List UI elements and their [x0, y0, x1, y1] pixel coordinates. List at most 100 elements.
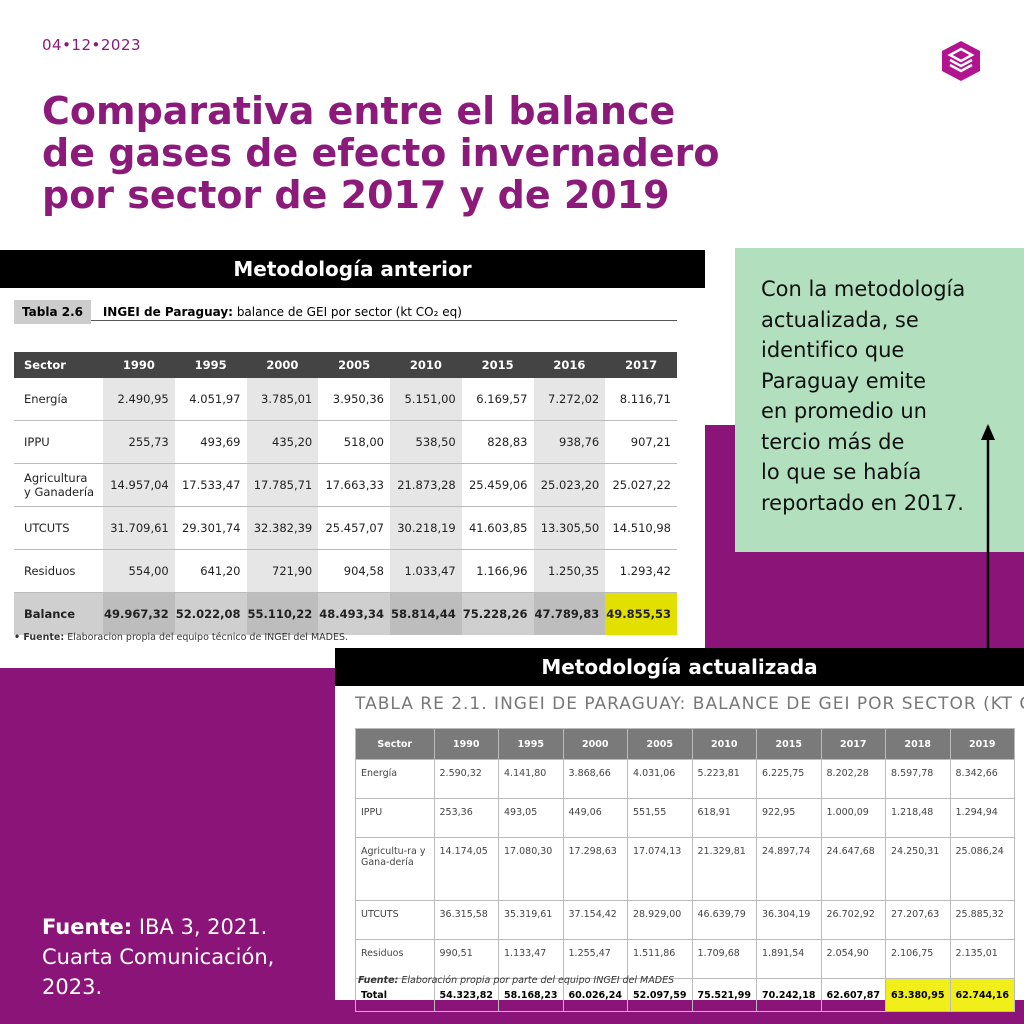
cell: 938,76	[533, 420, 606, 464]
header-cell: 2010	[691, 728, 757, 760]
cell: 32.382,39	[246, 506, 319, 550]
header-cell: 2018	[885, 728, 951, 760]
cell: 253,36	[433, 798, 499, 838]
row: Energía 2.490,95 4.051,97 3.785,01 3.950,36 5…	[14, 378, 677, 421]
cell: 36.315,58	[433, 900, 499, 940]
cell: 2.590,32	[433, 759, 499, 799]
cell: 58.814,44	[390, 592, 462, 635]
text-line: en promedio un	[761, 399, 927, 423]
cell: 2.054,90	[820, 939, 886, 979]
cell: Energía	[355, 759, 435, 799]
cell: 24.647,68	[820, 837, 886, 901]
cell: 63.380,95	[885, 978, 951, 1012]
cell: 990,51	[433, 939, 499, 979]
table: Sector 1990 1995 2000 2005 2010 2015 2016 2017 En…	[14, 352, 677, 635]
cell: 1.166,96	[461, 549, 534, 593]
table: Sector 1990 1995 2000 2005 2010 2015 2017 2018 20…	[355, 728, 1015, 1012]
row: IPPU 255,73 493,69 435,20 518,00 538,50 828,83…	[14, 420, 677, 464]
cell: 538,50	[390, 420, 462, 464]
source-bold: Fuente:	[42, 915, 133, 939]
cell: 54.323,82	[433, 978, 499, 1012]
row: UTCUTS 36.315,58 35.319,61 37.154,42 28.929,…	[355, 900, 1015, 940]
text-line: tercio más de	[761, 429, 905, 454]
cell: 13.305,50	[533, 506, 606, 550]
cell: 62.607,87	[820, 978, 886, 1012]
header-cell: 2000	[246, 352, 319, 378]
cell: 36.304,19	[756, 900, 822, 940]
source: Fuente: IBA 3, 2021. Cuarta Comunicación…	[42, 912, 322, 1002]
cell: 828,83	[461, 420, 534, 464]
cell: IPPU	[14, 420, 103, 464]
text-line: lo que se había	[761, 460, 922, 484]
cell: 493,05	[498, 798, 564, 838]
cell: 641,20	[174, 549, 247, 593]
cell: 551,55	[627, 798, 693, 838]
footnote-text: Elaboración propia por parte del equipo …	[401, 975, 675, 986]
cell: 14.957,04	[103, 463, 175, 507]
cell: 70.242,18	[756, 978, 822, 1012]
cell: 30.218,19	[390, 506, 462, 550]
header-cell: Sector	[14, 352, 103, 378]
cell: Residuos	[14, 549, 103, 593]
arrow	[981, 424, 995, 648]
cell: 31.709,61	[103, 506, 175, 550]
text-line: Con la metodología	[761, 277, 966, 301]
text-line: Comparativa entre el balance	[42, 89, 676, 133]
cell: 75.521,99	[691, 978, 757, 1012]
date: 04•12•2023	[42, 36, 142, 54]
cell: 17.080,30	[498, 837, 564, 901]
cell: 4.141,80	[498, 759, 564, 799]
header-cell: 1995	[498, 728, 564, 760]
cell: 721,90	[246, 549, 319, 593]
table-caption: TABLA RE 2.1. INGEI DE PARAGUAY: BALANCE…	[355, 694, 1024, 714]
cell: 518,00	[318, 420, 390, 464]
cell: Agricultu-ra y Gana-dería	[355, 837, 435, 901]
cell: 21.873,28	[390, 463, 462, 507]
caption-bold: INGEI de Paraguay:	[102, 305, 233, 319]
cell: 1.294,94	[949, 798, 1015, 838]
row: Residuos 554,00 641,20 721,90 904,58 1.033,47…	[14, 549, 677, 593]
header-cell: Sector	[355, 728, 435, 760]
cell: 26.702,92	[820, 900, 886, 940]
cell: Residuos	[355, 939, 435, 979]
cell: 52.097,59	[627, 978, 693, 1012]
cell: 35.319,61	[498, 900, 564, 940]
panel-heading: Metodología actualizada	[335, 648, 1024, 686]
cell: 14.510,98	[605, 506, 677, 550]
cell: 5.223,81	[691, 759, 757, 799]
cell: 24.897,74	[756, 837, 822, 901]
cell: 1.891,54	[756, 939, 822, 979]
text-line: por sector de 2017 y de 2019	[42, 173, 670, 217]
header-cell: 2000	[562, 728, 628, 760]
cell: 1.709,68	[691, 939, 757, 979]
cell: 28.929,00	[627, 900, 693, 940]
table-caption: Tabla 2.6 INGEI de Paraguay: balance de …	[14, 300, 677, 324]
cell: 2.135,01	[949, 939, 1015, 979]
header-cell: 2017	[605, 352, 677, 378]
cell: IPPU	[355, 798, 435, 838]
cell: 922,95	[756, 798, 822, 838]
cell: 5.151,00	[390, 378, 462, 421]
cell: Total	[355, 978, 435, 1012]
header-cell: 2016	[533, 352, 606, 378]
cell: 29.301,74	[174, 506, 247, 550]
cell: 6.225,75	[756, 759, 822, 799]
cell: 25.027,22	[605, 463, 677, 507]
row: Residuos 990,51 1.133,47 1.255,47 1.511,86 1.…	[355, 939, 1015, 979]
cell: 449,06	[562, 798, 628, 838]
cell: UTCUTS	[14, 506, 103, 550]
cell: 25.457,07	[318, 506, 390, 550]
footnote-bold: • Fuente:	[14, 632, 65, 643]
cell: 25.086,24	[949, 837, 1015, 901]
cell: 6.169,57	[461, 378, 534, 421]
cell: 47.789,83	[533, 592, 606, 635]
logo	[942, 41, 980, 81]
cell: 7.272,02	[533, 378, 606, 421]
cell: 1.033,47	[390, 549, 462, 593]
cell: 3.785,01	[246, 378, 319, 421]
caption: balance de GEI por sector (kt CO₂ eq)	[236, 305, 462, 319]
header-row: Sector 1990 1995 2000 2005 2010 2015 2016 2017	[14, 352, 677, 378]
cell: Energía	[14, 378, 103, 421]
header-cell: 2015	[461, 352, 534, 378]
row: Energía 2.590,32 4.141,80 3.868,66 4.031,06 5…	[355, 759, 1015, 799]
